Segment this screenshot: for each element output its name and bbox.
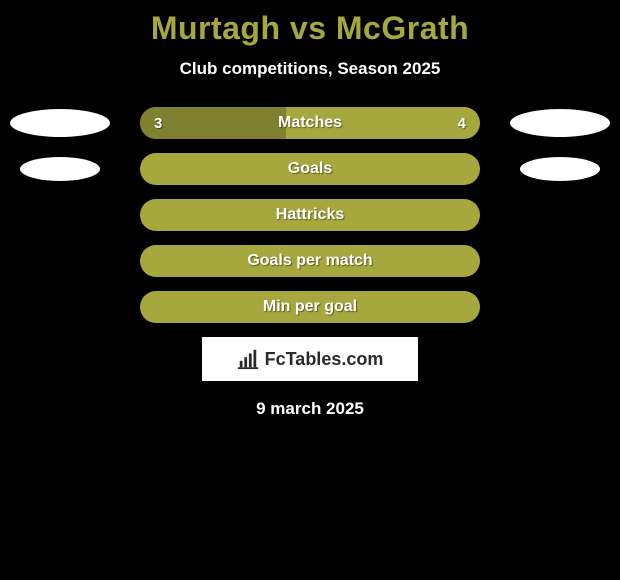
chart-area: 3 Matches 4 Goals Hattricks	[0, 107, 620, 419]
logo-box: FcTables.com	[202, 337, 418, 381]
stat-label: Goals per match	[247, 252, 372, 270]
stat-label: Hattricks	[276, 206, 344, 224]
stat-label: Min per goal	[263, 298, 357, 316]
stat-value-right: 4	[458, 115, 466, 132]
avatar-right-icon	[520, 157, 600, 181]
stat-bar: Goals per match	[140, 245, 480, 277]
stat-label: Matches	[278, 114, 342, 132]
logo-text: FcTables.com	[265, 349, 384, 370]
stat-row-gpm: Goals per match	[0, 245, 620, 277]
stat-row-mpg: Min per goal	[0, 291, 620, 323]
avatar-right-icon	[510, 109, 610, 137]
stat-row-goals: Goals	[0, 153, 620, 185]
avatar-left-icon	[10, 109, 110, 137]
stat-bar: Hattricks	[140, 199, 480, 231]
stat-bar: Min per goal	[140, 291, 480, 323]
stat-row-hattricks: Hattricks	[0, 199, 620, 231]
barchart-icon	[237, 348, 259, 370]
page-subtitle: Club competitions, Season 2025	[0, 59, 620, 79]
stat-bar: 3 Matches 4	[140, 107, 480, 139]
date-line: 9 march 2025	[0, 399, 620, 419]
page-title: Murtagh vs McGrath	[0, 0, 620, 47]
stat-value-left: 3	[154, 115, 162, 132]
comparison-infographic: Murtagh vs McGrath Club competitions, Se…	[0, 0, 620, 580]
stat-bar: Goals	[140, 153, 480, 185]
stat-label: Goals	[288, 160, 332, 178]
stat-row-matches: 3 Matches 4	[0, 107, 620, 139]
avatar-left-icon	[20, 157, 100, 181]
